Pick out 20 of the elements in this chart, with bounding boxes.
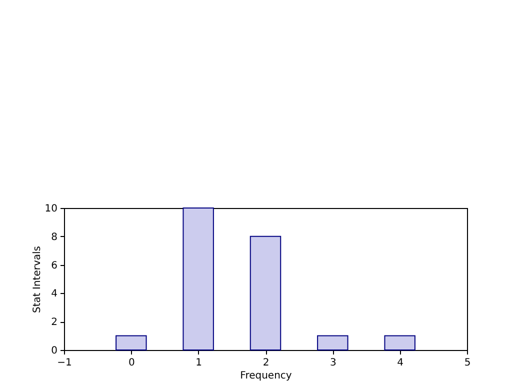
y-tick-label: 10 — [44, 204, 58, 214]
x-tick-label: 5 — [464, 358, 471, 368]
bar — [182, 208, 214, 350]
x-tick-label: −1 — [57, 358, 72, 368]
x-tick-label: 4 — [397, 358, 404, 368]
x-tick-label: 1 — [196, 358, 202, 368]
y-tick-label: 2 — [51, 317, 58, 328]
y-tick-label: 0 — [51, 346, 58, 356]
x-axis-title: Frequency — [240, 370, 292, 382]
bar — [116, 335, 147, 350]
x-tick-label: 0 — [128, 358, 135, 368]
y-tick-label: 8 — [51, 232, 58, 243]
x-tick-label: 2 — [262, 358, 270, 368]
y-axis-title: Stat Intervals — [32, 246, 43, 314]
bar — [317, 335, 348, 350]
y-tick-label: 4 — [51, 288, 58, 300]
y-tick-label: 6 — [51, 260, 58, 272]
bar — [250, 236, 282, 350]
bar — [384, 335, 416, 350]
x-tick-label: 3 — [330, 358, 336, 368]
